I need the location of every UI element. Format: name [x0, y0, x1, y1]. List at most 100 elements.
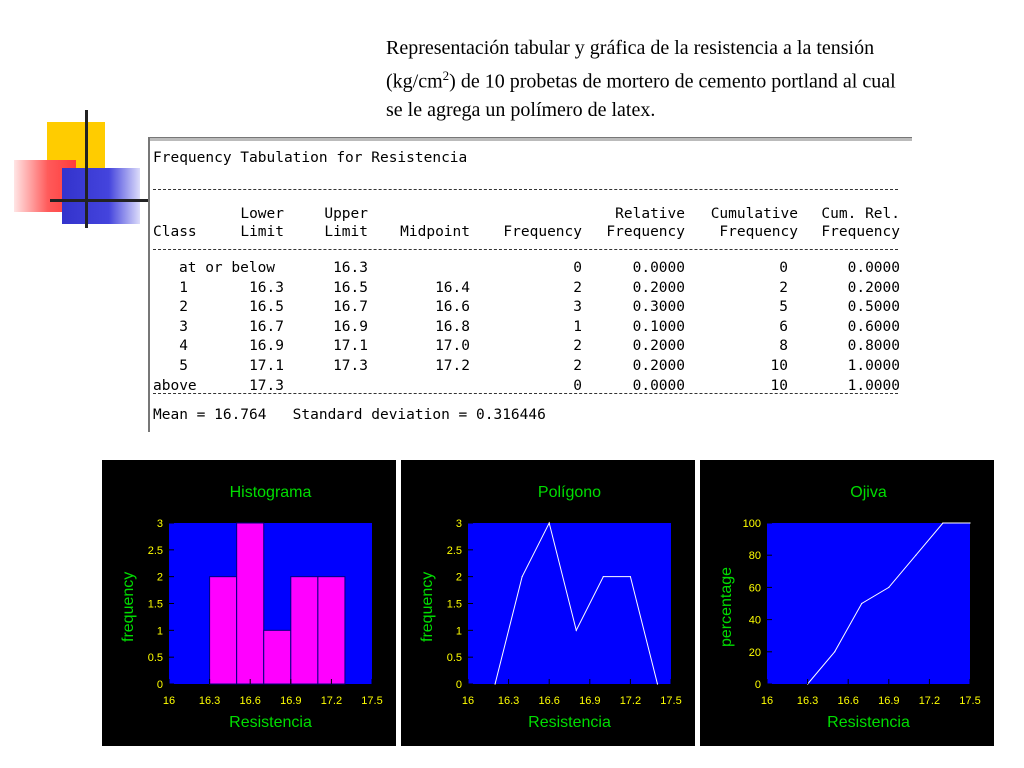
table-cell: 0.5000 [847, 299, 900, 316]
summary-line: Mean = 16.764 Standard deviation = 0.316… [153, 407, 546, 423]
slide-heading: Representación tabular y gráfica de la r… [386, 34, 996, 124]
heading-line-1: Representación tabular y gráfica de la r… [386, 37, 875, 59]
table-cell: 16.3 [333, 260, 368, 276]
frequency-tabulation-panel: Frequency Tabulation for Resistencia Low… [148, 137, 912, 432]
polygon-ylabel: frequency [419, 571, 436, 643]
y-tick-label: 40 [749, 615, 761, 627]
plot-area [767, 523, 970, 684]
header-cell: Lower [240, 206, 284, 222]
y-tick-label: 0.5 [447, 652, 462, 664]
table-cell: 0.2000 [632, 338, 685, 355]
header-cell: Cumulative [710, 206, 798, 222]
table-cell: 16.7 [249, 318, 284, 335]
header-cell: Limit [324, 224, 368, 240]
histogram-bar [290, 576, 319, 685]
table-cell: 5 [179, 358, 188, 374]
table-cell: 6 [779, 318, 788, 335]
histogram-bar [209, 576, 238, 685]
table-cell: 2 [573, 358, 582, 374]
data-point [861, 602, 863, 605]
table-cell: 17.3 [333, 358, 368, 374]
y-tick-label: 3 [456, 518, 462, 530]
polygon-title: Polígono [537, 484, 602, 501]
table-cell: 2 [779, 279, 788, 296]
decor-vertical-line [85, 110, 88, 228]
table-cell: 0 [573, 377, 582, 394]
y-tick-label: 20 [749, 647, 761, 659]
table-cell: 2 [179, 299, 188, 316]
table-cell: 0.0000 [632, 377, 685, 394]
y-tick-label: 60 [749, 582, 761, 594]
data-point [834, 651, 836, 653]
table-cell: 2 [573, 279, 582, 296]
polygon-xlabel: Resistencia [528, 714, 611, 731]
table-cell: 5 [779, 299, 788, 316]
table-cell: 16.8 [435, 318, 470, 335]
header-cell: Frequency [821, 224, 900, 240]
x-tick-label: 17.5 [361, 695, 382, 707]
table-cell: 16.9 [249, 338, 284, 355]
y-tick-label: 2.5 [148, 545, 163, 557]
table-cell: 0 [779, 260, 788, 276]
x-tick-label: 17.5 [660, 695, 681, 707]
data-point [494, 683, 496, 685]
table-cell: 17.2 [435, 358, 470, 374]
table-cell: 2 [573, 338, 582, 355]
table-cell: 16.3 [249, 279, 284, 296]
table-cell: 16.5 [249, 299, 284, 316]
table-cell: 0 [573, 260, 582, 276]
x-tick-label: 16.9 [579, 695, 600, 707]
y-tick-label: 3 [157, 518, 163, 530]
header-cell: Upper [324, 206, 368, 222]
table-cell: 0.3000 [632, 299, 685, 316]
decor-blue-square [62, 168, 140, 224]
polygon-svg: 0 0.5 1 1.5 2 2.5 3 16 16.3 16.6 16.9 17.2 17.5 [447, 518, 682, 707]
data-point [942, 522, 944, 524]
table-cell: 1 [573, 318, 582, 335]
data-point [575, 629, 577, 631]
table-cell: 17.0 [435, 338, 470, 355]
y-tick-label: 0 [456, 679, 462, 691]
table-cell: 0.1000 [632, 318, 685, 335]
separator-header [153, 249, 898, 250]
separator-bottom [153, 393, 898, 394]
histogram-svg: 0 0.5 1 1.5 2 2.5 3 16 16.3 16.6 16.9 17.2 17.5 [148, 518, 383, 707]
ogive-xlabel: Resistencia [827, 714, 910, 731]
data-point [969, 522, 971, 524]
table-cell: 1 [179, 279, 188, 296]
x-tick-label: 16 [761, 695, 773, 707]
y-tick-label: 1 [157, 625, 163, 637]
table-cell: at or below [179, 260, 276, 276]
header-cell: Cum. Rel. [821, 206, 900, 222]
table-cell: 17.1 [333, 338, 368, 355]
histogram-xlabel: Resistencia [229, 714, 312, 731]
table-cell: 16.4 [435, 279, 470, 296]
x-tick-label: 17.2 [321, 695, 342, 707]
histogram-panel: 0 0.5 1 1.5 2 2.5 3 16 16.3 16.6 16.9 17.2 17.5 Histo… [102, 460, 396, 746]
header-cell: Relative [615, 206, 685, 222]
table-cell: 0.2000 [847, 279, 900, 296]
y-tick-label: 0.5 [148, 652, 163, 664]
table-cell: 0.2000 [632, 358, 685, 374]
data-point [521, 576, 523, 578]
y-tick-label: 0 [755, 679, 761, 691]
table-cell: 17.1 [249, 358, 284, 374]
y-tick-label: 2 [456, 572, 462, 584]
header-cell: Class [153, 224, 197, 240]
table-cell: 17.3 [249, 377, 284, 394]
x-tick-label: 17.5 [959, 695, 980, 707]
histogram-bar [263, 629, 292, 685]
y-tick-label: 80 [749, 550, 761, 562]
polygon-panel: 0 0.5 1 1.5 2 2.5 3 16 16.3 16.6 16.9 17.2 17.5 Políg… [401, 460, 695, 746]
ogive-title: Ojiva [850, 484, 887, 501]
histogram-bar [236, 522, 265, 685]
y-tick-label: 2.5 [447, 545, 462, 557]
y-tick-label: 2 [157, 572, 163, 584]
data-point [548, 522, 550, 524]
data-point [656, 683, 659, 685]
header-cell: Frequency [606, 224, 685, 240]
table-cell: 16.6 [435, 299, 470, 316]
histogram-title: Histograma [229, 484, 312, 501]
header-cell: Limit [240, 224, 284, 240]
y-tick-label: 1.5 [447, 599, 462, 611]
